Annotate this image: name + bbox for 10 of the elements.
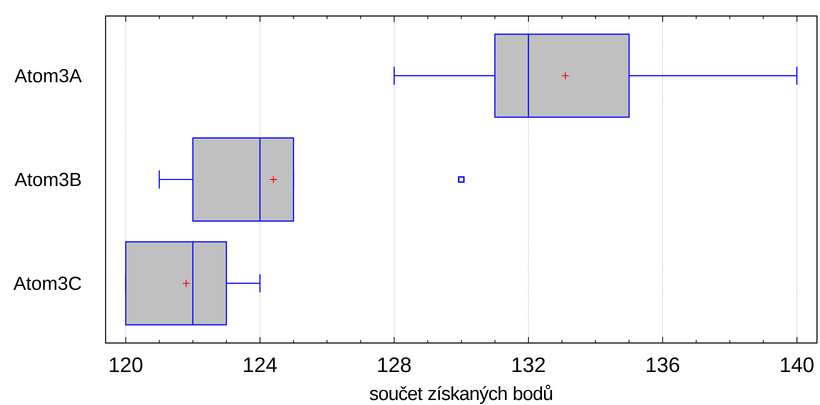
x-tick-label: 120 xyxy=(110,357,142,372)
x-tick-label: 136 xyxy=(646,357,680,372)
x-tick-label: 132 xyxy=(512,357,545,372)
x-tick-label: 128 xyxy=(378,357,411,372)
x-tick-label: 124 xyxy=(244,357,277,372)
y-tick-label: Atom3C xyxy=(13,276,82,290)
y-tick-label: Atom3A xyxy=(14,68,82,82)
x-axis-title: součet získaných bodů xyxy=(370,384,552,404)
y-tick-label: Atom3B xyxy=(14,172,81,186)
x-tick-label: 140 xyxy=(781,357,814,372)
